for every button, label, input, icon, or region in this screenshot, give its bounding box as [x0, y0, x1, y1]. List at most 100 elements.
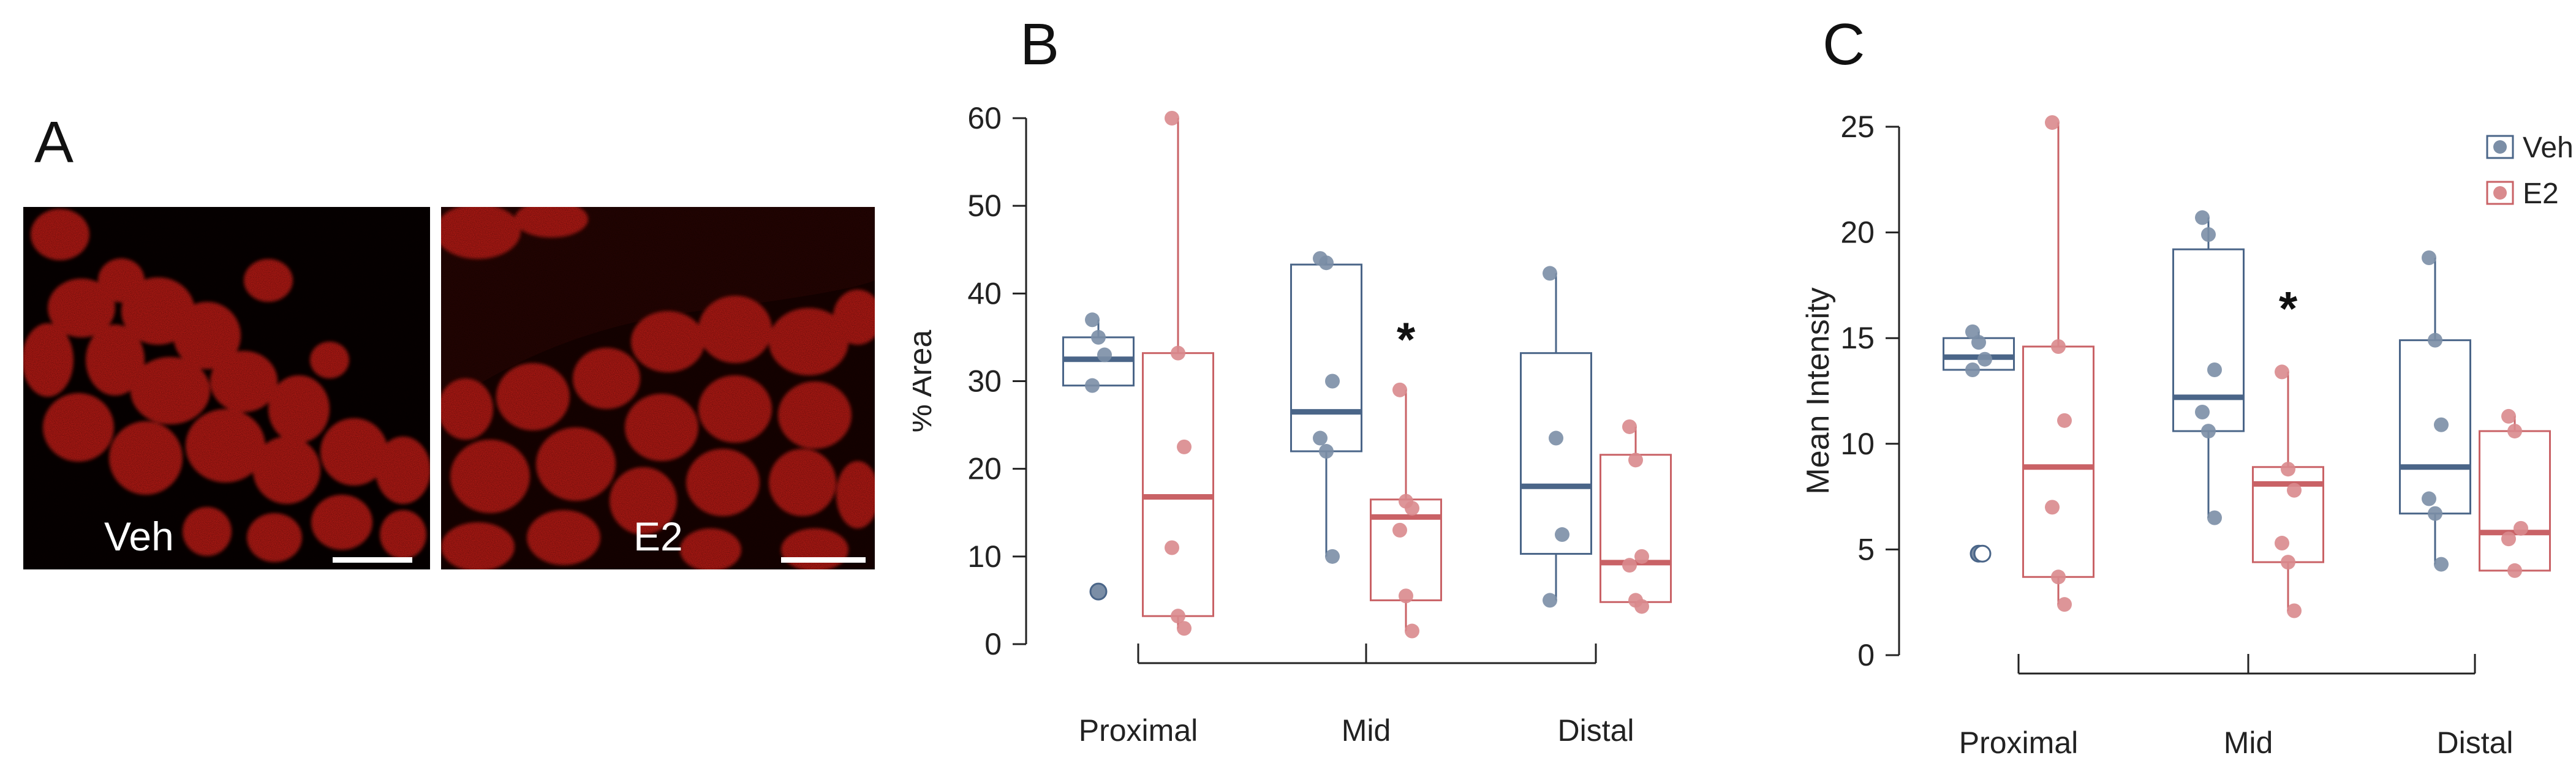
scale-bar	[333, 557, 412, 563]
y-tick-label: 60	[967, 101, 1002, 135]
data-point	[1319, 255, 1334, 271]
panel-b-letter: B	[1020, 12, 1060, 77]
data-point	[1555, 527, 1569, 542]
data-point	[2501, 408, 2516, 424]
significance-asterisk: *	[2279, 281, 2298, 335]
y-axis-label: Mean Intensity	[1800, 287, 1836, 494]
data-point	[2434, 417, 2449, 432]
data-point	[2207, 362, 2222, 377]
panel-c-letter: C	[1822, 12, 1865, 77]
data-point	[2057, 597, 2072, 612]
y-tick-label: 0	[1857, 638, 1875, 672]
chart-c: 0 5 10 15 20 25 Mean Intensity Proximal Mid Dista…	[1800, 110, 2574, 760]
data-point	[1097, 347, 1112, 362]
data-point	[2428, 506, 2442, 521]
box	[1600, 454, 1672, 603]
data-point	[2051, 339, 2066, 355]
data-point	[2287, 482, 2302, 498]
data-point	[2051, 569, 2066, 585]
data-point	[2275, 364, 2289, 380]
data-point	[2281, 555, 2295, 570]
box	[1290, 263, 1362, 452]
data-point	[1634, 549, 1649, 564]
y-tick-label: 50	[967, 189, 1002, 223]
data-point	[2201, 227, 2216, 242]
data-point	[1177, 621, 1192, 636]
chart-b: 0 10 20 30 40 50 60 % Area Proximal Mid Distal *	[913, 101, 1672, 748]
data-point	[1405, 623, 1419, 639]
data-point	[2501, 531, 2516, 547]
data-point	[2057, 413, 2072, 428]
micrograph-e2: E2	[441, 207, 875, 569]
legend-label: Veh	[2523, 132, 2574, 164]
box	[1520, 352, 1592, 555]
data-point	[1628, 452, 1643, 468]
data-point	[1543, 266, 1557, 281]
box	[2022, 345, 2094, 578]
data-point	[1165, 540, 1179, 555]
data-point	[2045, 500, 2060, 515]
data-point	[2045, 115, 2060, 130]
box	[1142, 352, 1214, 617]
outlier-point	[1089, 582, 1108, 601]
significance-asterisk: *	[1397, 312, 1416, 366]
x-tick-label: Proximal	[1959, 726, 2078, 760]
box	[2479, 430, 2551, 572]
data-point	[1325, 549, 1340, 564]
x-tick-label: Mid	[2224, 726, 2273, 760]
x-tick-label: Distal	[2436, 726, 2513, 760]
y-tick-label: 5	[1857, 532, 1875, 566]
data-point	[2434, 557, 2449, 572]
data-point	[2507, 424, 2522, 439]
data-point	[1165, 111, 1179, 126]
data-point	[1319, 444, 1334, 459]
data-point	[1405, 501, 1419, 516]
y-tick-label: 20	[1840, 216, 1875, 250]
data-point	[1325, 373, 1340, 389]
data-point	[1543, 593, 1557, 608]
y-axis-label: % Area	[913, 330, 939, 433]
y-tick-label: 25	[1840, 110, 1875, 144]
y-tick-label: 15	[1840, 321, 1875, 355]
data-point	[2514, 520, 2528, 536]
data-point	[1171, 345, 1185, 361]
x-tick-label: Distal	[1557, 713, 1634, 748]
data-point	[1622, 558, 1637, 573]
box	[2172, 248, 2245, 432]
y-tick-label: 10	[1840, 427, 1875, 461]
y-tick-label: 10	[967, 539, 1002, 574]
data-point	[1634, 599, 1649, 614]
data-point	[1392, 522, 1407, 538]
data-point	[2281, 462, 2295, 477]
outlier-point	[1973, 544, 1992, 563]
data-point	[1399, 588, 1413, 604]
data-point	[1965, 362, 1980, 377]
data-point	[2428, 332, 2442, 348]
micrograph-e2-label: E2	[633, 514, 683, 559]
legend-label: E2	[2523, 178, 2559, 210]
data-point	[2207, 510, 2222, 525]
y-tick-label: 20	[967, 452, 1002, 486]
y-tick-label: 0	[984, 627, 1002, 661]
x-tick-label: Proximal	[1079, 713, 1198, 748]
panel-a-letter: A	[34, 110, 74, 175]
scale-bar	[781, 557, 866, 563]
data-point	[1177, 439, 1192, 454]
data-point	[1392, 382, 1407, 397]
data-point	[2195, 405, 2210, 420]
data-point	[1085, 312, 1100, 328]
data-point	[2507, 563, 2522, 578]
data-point	[2422, 250, 2436, 266]
y-tick-label: 30	[967, 364, 1002, 399]
data-point	[2422, 491, 2436, 506]
micrograph-veh: Veh	[23, 207, 430, 569]
data-point	[1977, 351, 1992, 367]
data-point	[2195, 210, 2210, 225]
data-point	[1622, 419, 1637, 434]
x-tick-label: Mid	[1342, 713, 1391, 748]
data-point	[1085, 378, 1100, 393]
data-point	[1549, 430, 1563, 446]
y-tick-label: 40	[967, 276, 1002, 310]
micrograph-veh-label: Veh	[104, 514, 174, 559]
data-point	[2201, 424, 2216, 439]
